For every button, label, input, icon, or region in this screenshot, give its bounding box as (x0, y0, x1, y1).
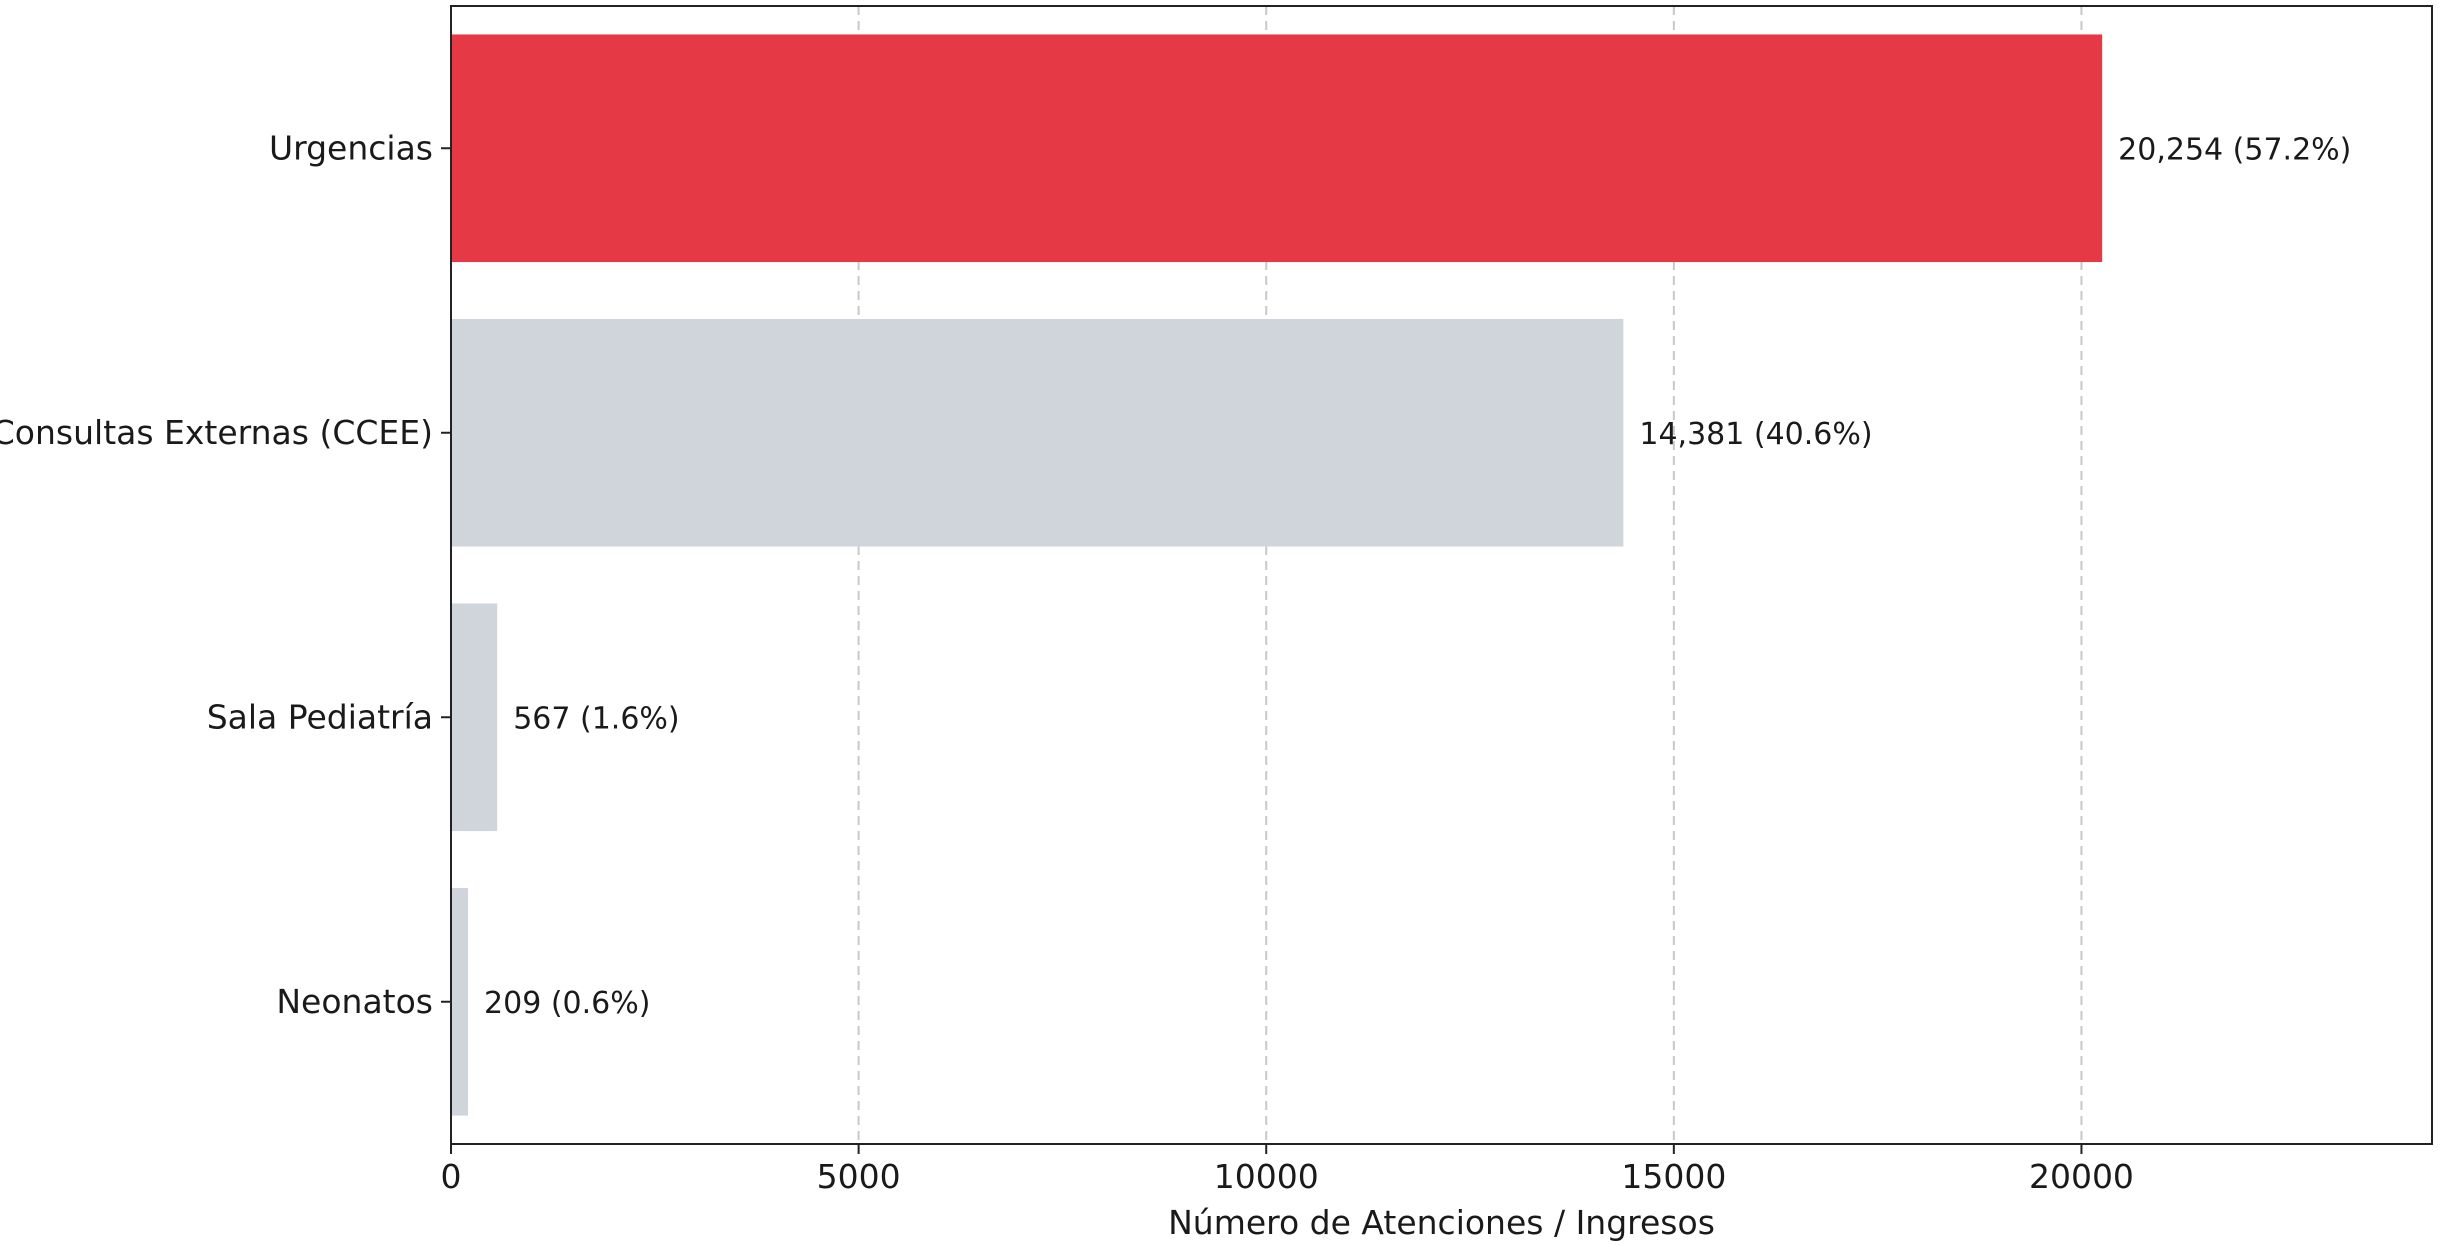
category-label: Urgencias (269, 128, 433, 167)
grid-lines (857, 6, 2083, 1144)
bar (451, 603, 498, 832)
x-tick-label: 10000 (1214, 1157, 1319, 1196)
x-tick-label: 15000 (1621, 1157, 1726, 1196)
bar-value-label: 20,254 (57.2%) (2118, 132, 2351, 167)
x-axis-title: Número de Atenciones / Ingresos (1168, 1203, 1715, 1241)
x-tick-label: 20000 (2029, 1157, 2134, 1196)
category-label: Sala Pediatría (207, 697, 433, 736)
bar-value-label: 209 (0.6%) (484, 986, 650, 1021)
category-label: Neonatos (276, 982, 433, 1021)
x-axis-ticks: 0 5000 10000 15000 20000 (441, 1144, 2134, 1196)
bar (451, 887, 469, 1116)
plot-frame (450, 5, 2433, 1145)
x-tick-label: 5000 (817, 1157, 901, 1196)
bars (451, 34, 2103, 1116)
x-tick-label: 0 (441, 1157, 462, 1196)
value-labels: 20,254 (57.2%) 14,381 (40.6%) 567 (1.6%) 20… (484, 132, 2351, 1021)
bar (451, 318, 1624, 547)
category-labels: Urgencias Consultas Externas (CCEE) Sala P… (0, 128, 451, 1021)
category-label: Consultas Externas (CCEE) (0, 413, 433, 452)
bar-value-label: 567 (1.6%) (513, 701, 679, 736)
bar (451, 34, 2103, 263)
bar-value-label: 14,381 (40.6%) (1639, 417, 1872, 452)
